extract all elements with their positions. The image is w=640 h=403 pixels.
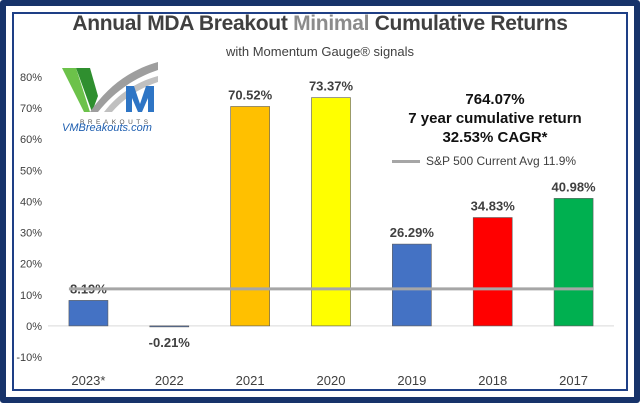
vm-breakouts-logo: BREAKOUTS [62,62,158,126]
bar [392,243,432,327]
bar [149,325,190,328]
title-highlight: Minimal [293,12,370,35]
chart-inner-border [12,12,628,391]
category-label: 2021 [236,373,265,388]
category-label: 2017 [559,373,588,388]
y-tick-label: 60% [20,134,42,146]
title-part-3: Cumulative Returns [369,12,568,35]
category-label: 2019 [397,373,426,388]
category-label: 2023* [71,373,105,388]
benchmark-legend: S&P 500 Current Avg 11.9% [392,154,576,168]
bar [311,97,351,327]
logo-small-text: BREAKOUTS [80,119,152,126]
title-part-1: Annual MDA Breakout [72,12,294,35]
annotation-line-1: 764.07% [465,91,525,108]
category-label: 2020 [317,373,346,388]
y-tick-label: 30% [20,228,42,240]
category-label: 2022 [155,373,184,388]
bar [553,198,594,327]
bar [68,300,109,327]
y-tick-label: 20% [20,259,42,271]
y-tick-label: 50% [20,165,42,177]
benchmark-legend-swatch [392,159,420,163]
annotation-line-2: 7 year cumulative return [408,110,582,127]
data-label: 70.52% [228,87,273,102]
annotation-line-3: 32.53% CAGR* [442,129,548,146]
data-label: 40.98% [552,179,597,194]
y-tick-label: 70% [20,103,42,115]
bar [472,217,513,327]
y-tick-label: 80% [20,72,42,84]
bar [230,106,270,327]
data-label: 26.29% [390,225,435,240]
chart-title: Annual MDA Breakout Minimal Cumulative R… [0,12,640,36]
data-label: 34.83% [471,199,516,214]
y-tick-label: 10% [20,290,42,302]
y-tick-label: 0% [26,321,42,333]
benchmark-legend-label: S&P 500 Current Avg 11.9% [426,154,577,168]
y-tick-label: 40% [20,196,42,208]
data-label: 73.37% [309,79,354,94]
logo-url-text: VMBreakouts.com [62,122,152,134]
cumulative-annotation: 764.07% 7 year cumulative return 32.53% … [400,90,590,147]
data-label: -0.21% [149,335,191,350]
chart-subtitle: with Momentum Gauge® signals [225,44,415,59]
category-label: 2018 [478,373,507,388]
y-tick-label: -10% [16,352,42,364]
